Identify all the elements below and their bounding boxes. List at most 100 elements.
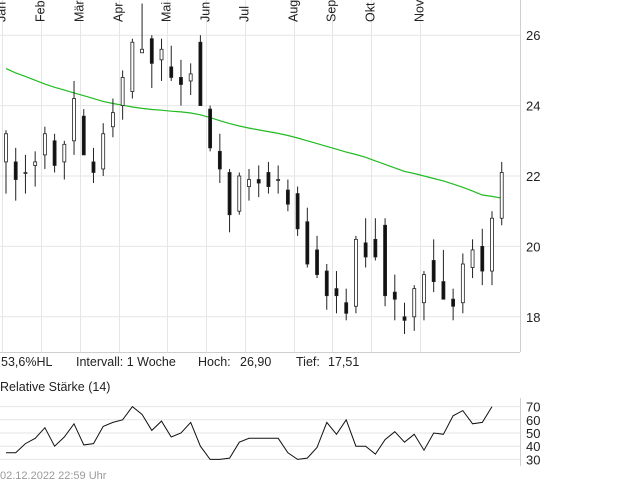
rsi-tick-label: 30 xyxy=(526,452,540,467)
candle-body xyxy=(383,224,387,297)
candle xyxy=(91,147,96,184)
candle-body xyxy=(101,133,106,170)
candle xyxy=(217,133,222,184)
candle-body xyxy=(490,217,494,272)
y-tick-label: 20 xyxy=(526,239,540,254)
candle-body xyxy=(305,221,310,265)
candle-body xyxy=(159,48,164,61)
candle-body xyxy=(149,38,154,64)
candle-body xyxy=(324,270,329,297)
candle xyxy=(169,45,174,81)
candle-body xyxy=(451,298,456,307)
candle xyxy=(305,207,310,268)
candle xyxy=(227,168,232,233)
candle-body xyxy=(13,161,18,180)
candle-body xyxy=(52,140,57,166)
candle-body xyxy=(363,242,368,258)
candle-body xyxy=(4,133,8,163)
high-value: 26,90 xyxy=(240,355,272,369)
candle-body xyxy=(62,143,67,163)
candle xyxy=(412,285,417,331)
low-label: Tief: xyxy=(296,355,320,369)
candle-body xyxy=(276,179,281,181)
candle-body xyxy=(285,189,290,205)
stats-row: 53,6%HL Intervall: 1 Woche Hoch: 26,90 T… xyxy=(0,355,620,373)
moving-average-line xyxy=(5,68,502,199)
candle-body xyxy=(179,77,183,85)
candle xyxy=(4,130,8,194)
candle-body xyxy=(315,249,319,275)
candle xyxy=(470,239,475,279)
high-label: Hoch: xyxy=(198,355,231,369)
candle-body xyxy=(422,274,426,304)
candle xyxy=(363,218,368,268)
candle xyxy=(276,165,281,194)
candle xyxy=(373,218,378,261)
candle xyxy=(383,218,387,307)
candle xyxy=(256,165,261,198)
candle-body xyxy=(23,172,28,174)
candle-body xyxy=(247,179,251,187)
candle xyxy=(33,151,38,187)
candle-body xyxy=(140,48,144,54)
candle xyxy=(247,168,251,201)
candle xyxy=(120,70,125,120)
candle-body xyxy=(392,291,397,300)
candle xyxy=(237,172,242,215)
candle-body xyxy=(208,108,213,149)
candle-body xyxy=(130,41,135,92)
rsi-tick-label: 60 xyxy=(526,413,540,428)
y-tick-label: 18 xyxy=(526,310,540,325)
x-tick-label: Aug xyxy=(287,0,301,22)
candle xyxy=(334,271,339,314)
candle-body xyxy=(354,238,358,307)
candle xyxy=(490,211,494,286)
candle-body xyxy=(237,175,242,212)
candle xyxy=(159,38,164,81)
x-tick-label: Feb xyxy=(34,0,48,22)
timestamp: 02.12.2022 22:59 Uhr xyxy=(0,470,107,482)
candle-body xyxy=(81,115,86,156)
x-tick-label: Mai xyxy=(160,2,174,22)
candle xyxy=(188,63,193,96)
candle xyxy=(324,264,329,310)
candle-body xyxy=(373,238,378,258)
candle xyxy=(480,228,485,286)
candle-body xyxy=(441,281,446,300)
candle-body xyxy=(33,161,38,166)
x-tick-label: Jan xyxy=(0,2,9,22)
candle-body xyxy=(334,288,339,297)
candle xyxy=(149,35,154,88)
candle xyxy=(266,161,271,194)
candle xyxy=(315,235,319,279)
candle-body xyxy=(188,73,193,82)
candle xyxy=(431,239,436,293)
low-value: 17,51 xyxy=(328,355,360,369)
candle-body xyxy=(412,288,417,318)
candle xyxy=(344,288,349,321)
y-tick-label: 22 xyxy=(526,169,540,184)
candle xyxy=(179,59,183,106)
candle-body xyxy=(344,302,349,314)
candle xyxy=(402,302,407,335)
candle xyxy=(460,253,465,314)
interval-label: Intervall: 1 Woche xyxy=(76,355,176,369)
candle-body xyxy=(480,245,485,272)
candle xyxy=(42,126,47,169)
candle xyxy=(52,133,57,173)
candle-body xyxy=(42,133,47,156)
candle xyxy=(499,161,504,226)
candle xyxy=(285,179,290,212)
candle-body xyxy=(198,41,203,107)
candle-body xyxy=(256,179,261,184)
candle xyxy=(441,249,446,300)
candle xyxy=(140,3,144,54)
candle-body xyxy=(91,161,96,173)
candle-body xyxy=(460,263,465,304)
candle xyxy=(130,38,135,99)
rsi-tick-label: 40 xyxy=(526,439,540,454)
rsi-line xyxy=(6,405,493,460)
candle-body xyxy=(470,249,475,268)
candle-body xyxy=(266,172,271,187)
